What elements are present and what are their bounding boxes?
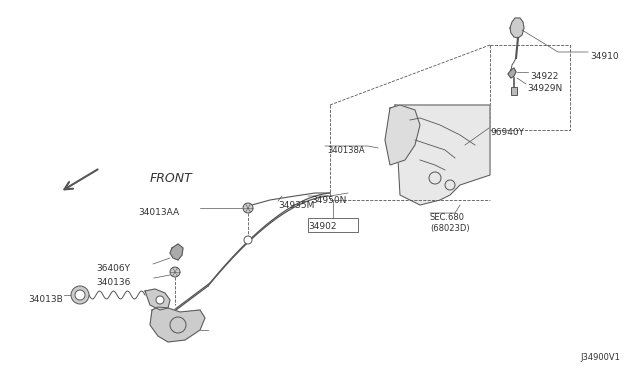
Circle shape [244,236,252,244]
Polygon shape [150,307,205,342]
Text: 96940Y: 96940Y [490,128,524,137]
Bar [308,218,358,232]
Text: SEC.680: SEC.680 [430,213,465,222]
Polygon shape [385,105,420,165]
Text: 34922: 34922 [530,72,558,81]
Text: FRONT: FRONT [150,172,193,185]
Polygon shape [145,289,170,310]
Text: J34900V1: J34900V1 [580,353,620,362]
Text: (68023D): (68023D) [430,224,470,233]
Text: 34935M: 34935M [278,201,314,210]
Circle shape [71,286,89,304]
Text: 340136: 340136 [96,278,131,287]
Text: 34939: 34939 [157,330,186,339]
Circle shape [243,203,253,213]
Polygon shape [510,18,524,38]
Text: 36406Y: 36406Y [96,264,130,273]
Text: 34950N: 34950N [311,196,346,205]
Circle shape [156,296,164,304]
Circle shape [75,290,85,300]
Polygon shape [395,105,490,205]
Text: 34902: 34902 [308,222,337,231]
Text: 34013B: 34013B [28,295,63,304]
Polygon shape [170,244,183,260]
Text: 34910: 34910 [590,52,619,61]
Text: 34929N: 34929N [527,84,563,93]
Bar [511,87,517,95]
Circle shape [170,267,180,277]
Polygon shape [508,68,516,78]
Text: 34013AA: 34013AA [138,208,179,217]
Text: 340138A: 340138A [327,146,365,155]
